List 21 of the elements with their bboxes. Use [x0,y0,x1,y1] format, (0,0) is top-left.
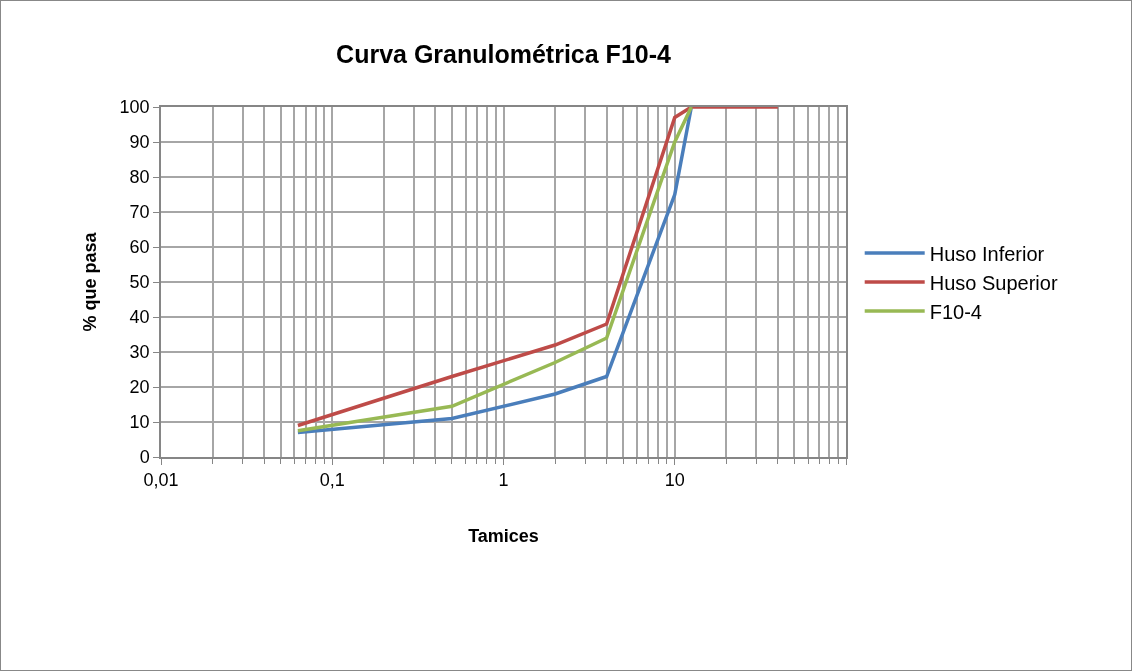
y-tick-label: 70 [129,202,150,223]
chart-title: Curva Granulométrica F10-4 [336,40,672,69]
y-tick-label: 100 [119,97,150,118]
y-tick-label: 20 [129,377,150,398]
y-tick-label: 60 [129,237,150,258]
legend-label: F10-4 [929,300,982,323]
y-tick-label: 0 [139,447,150,468]
y-tick-label: 50 [129,272,150,293]
y-axis-title: % que pasa [80,231,101,332]
x-tick-label: 0,1 [319,470,345,491]
y-tick-label: 80 [129,167,150,188]
x-tick-label: 1 [498,470,509,491]
y-tick-label: 90 [129,132,150,153]
y-tick-label: 40 [129,307,150,328]
x-tick-label: 10 [664,470,685,491]
y-tick-label: 30 [129,342,150,363]
legend-label: Huso Superior [929,271,1058,294]
x-tick-label: 0,01 [143,470,179,491]
y-tick-label: 10 [129,412,150,433]
x-axis-title: Tamices [468,525,539,546]
legend-label: Huso Inferior [929,242,1045,265]
